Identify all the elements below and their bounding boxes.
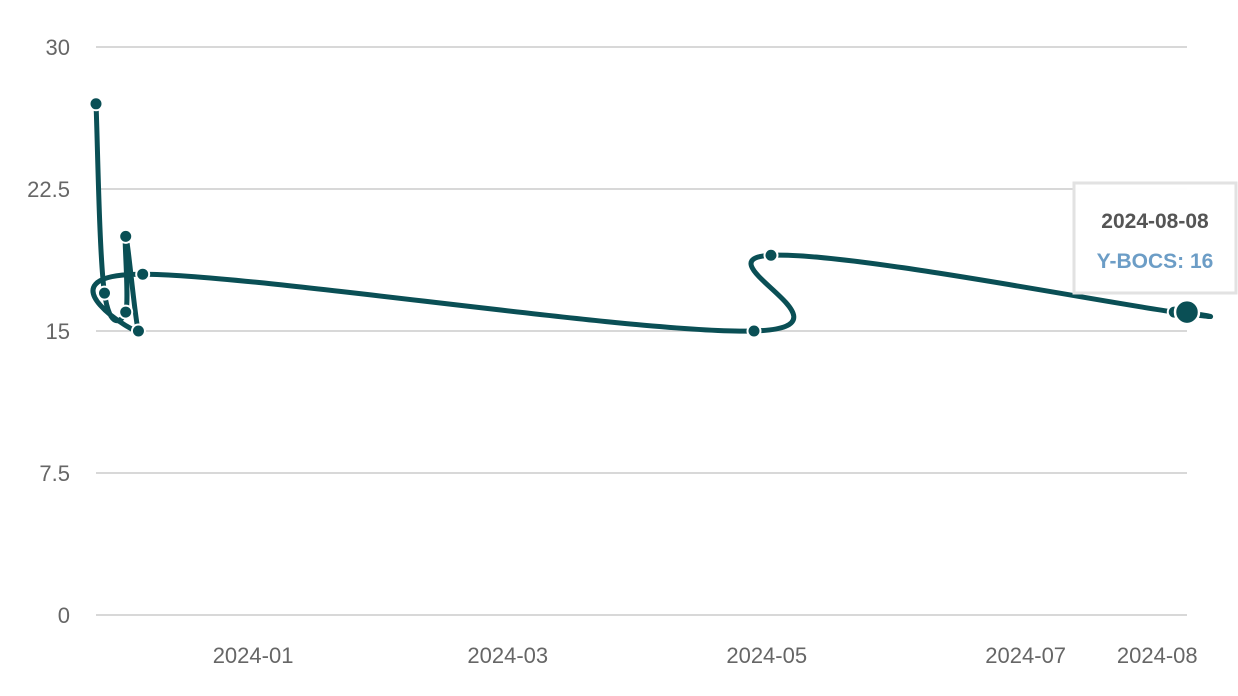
tooltip-box <box>1072 181 1238 295</box>
tooltip-date: 2024-08-08 <box>1101 210 1209 233</box>
data-point[interactable] <box>746 323 762 339</box>
data-point[interactable] <box>88 96 104 112</box>
x-tick-label: 2024-05 <box>726 643 807 668</box>
y-tick-label: 0 <box>58 603 70 628</box>
data-point[interactable] <box>118 304 134 320</box>
y-tick-label: 30 <box>46 35 70 60</box>
x-axis-ticks: 2024-01 2024-03 2024-05 2024-07 2024-08 <box>213 643 1198 668</box>
tooltip: 2024-08-08 Y-BOCS: 16 <box>1072 181 1238 295</box>
data-point-active[interactable] <box>1173 298 1201 326</box>
data-point[interactable] <box>763 247 779 263</box>
x-tick-label: 2024-01 <box>213 643 294 668</box>
data-point[interactable] <box>130 323 146 339</box>
data-point[interactable] <box>135 266 151 282</box>
data-point[interactable] <box>118 228 134 244</box>
x-tick-label: 2024-08 <box>1117 643 1198 668</box>
y-tick-label: 7.5 <box>39 461 70 486</box>
series-line <box>90 101 1213 334</box>
y-grid <box>96 46 1187 616</box>
tooltip-value: Y-BOCS: 16 <box>1097 250 1214 273</box>
x-tick-label: 2024-07 <box>985 643 1066 668</box>
y-axis-ticks: 0 7.5 15 22.5 30 <box>27 35 70 628</box>
x-tick-label: 2024-03 <box>467 643 548 668</box>
data-point[interactable] <box>96 285 112 301</box>
y-tick-label: 15 <box>46 319 70 344</box>
y-tick-label: 22.5 <box>27 177 70 202</box>
data-points <box>88 96 1201 339</box>
